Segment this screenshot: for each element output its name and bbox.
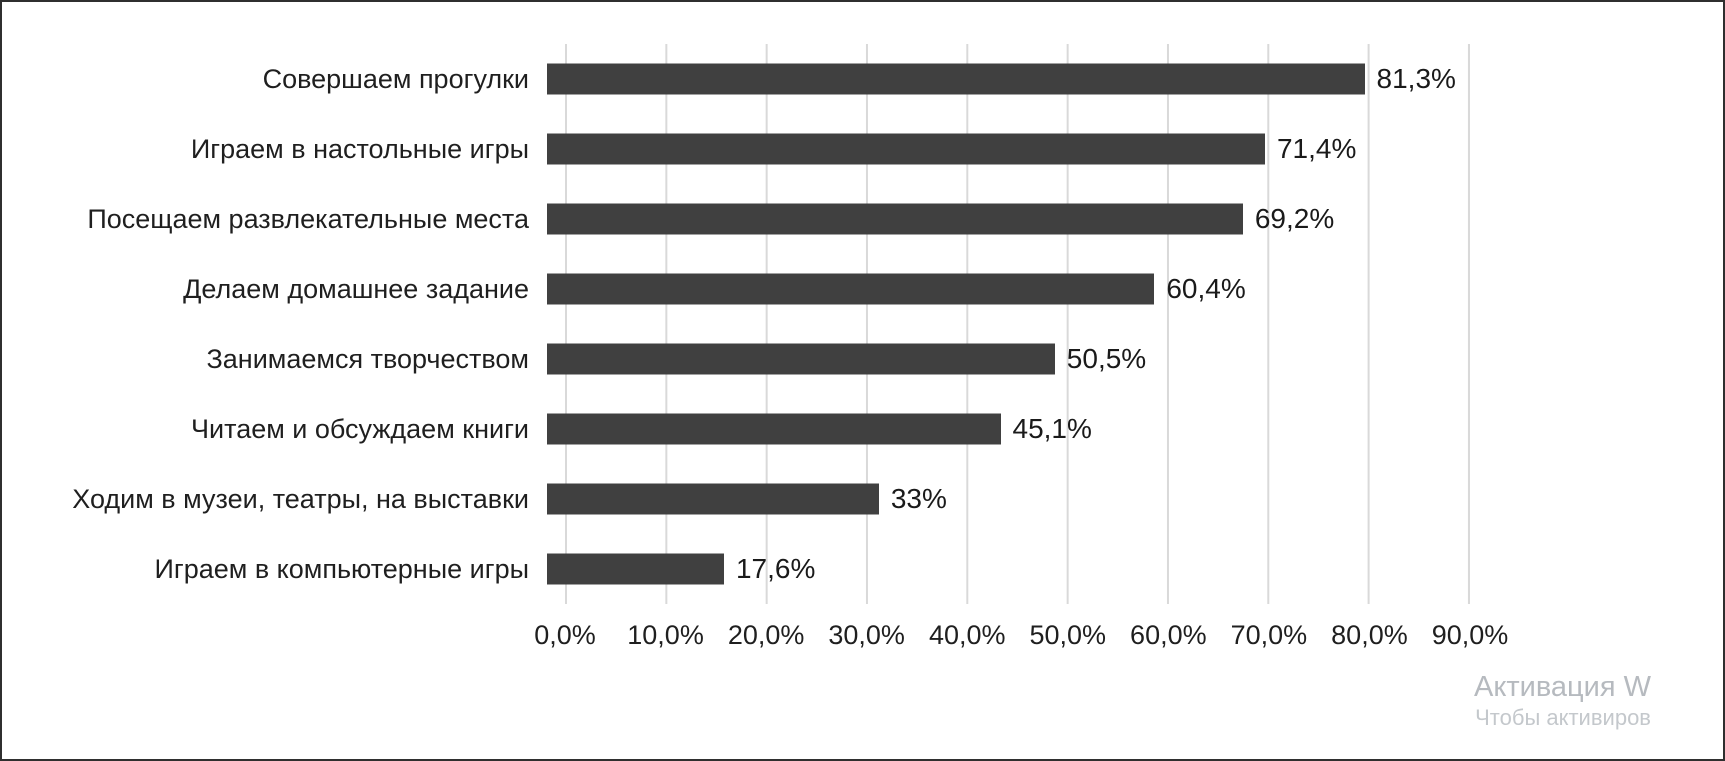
value-label: 33% [890, 483, 947, 514]
x-tick-label: 20,0% [727, 620, 805, 650]
bar-row: Играем в компьютерные игры 17,6% [2, 534, 1723, 604]
x-axis: 0,0% 10,0% 20,0% 30,0% 40,0% 50,0% 60,0% 70,0% 8… [534, 620, 1508, 660]
bar-track: 17,6% [547, 534, 1452, 604]
value-label: 50,5% [1066, 343, 1147, 374]
x-tick-label: 0,0% [534, 620, 596, 650]
category-label: Делаем домашнее задание [183, 273, 529, 304]
x-tick-label: 60,0% [1130, 620, 1207, 650]
category-label: Занимаемся творчеством [206, 343, 529, 374]
value-label: 69,2% [1254, 203, 1335, 234]
bar-row: Посещаем развлекательные места 69,2% [2, 184, 1723, 254]
watermark-line-1: Активация W [1474, 670, 1651, 703]
bar [547, 483, 879, 515]
x-tick-label: 40,0% [928, 620, 1006, 650]
bar-track: 50,5% [547, 324, 1452, 394]
value-label: 81,3% [1376, 63, 1456, 94]
bar-chart: Совершаем прогулки 81,3% Играем в настольн… [2, 44, 1723, 604]
x-tick-label: 70,0% [1230, 620, 1308, 650]
category-label: Читаем и обсуждаем книги [191, 413, 529, 444]
x-tick-label: 80,0% [1331, 620, 1408, 650]
bar [547, 133, 1265, 165]
bar [547, 273, 1155, 305]
value-label: 45,1% [1012, 413, 1092, 444]
value-label: 71,4% [1276, 133, 1357, 164]
bar [547, 63, 1365, 95]
x-tick-label: 10,0% [627, 620, 704, 650]
bar-row: Читаем и обсуждаем книги 45,1% [2, 394, 1723, 464]
bar-track: 60,4% [547, 254, 1452, 324]
bar [547, 343, 1055, 375]
bar-track: 45,1% [547, 394, 1452, 464]
bar-track: 71,4% [547, 114, 1452, 184]
value-label: 60,4% [1166, 273, 1246, 304]
bar-row: Делаем домашнее задание 60,4% [2, 254, 1723, 324]
category-label: Ходим в музеи, театры, на выставки [72, 483, 529, 514]
x-tick-label: 90,0% [1431, 620, 1509, 650]
bar-track: 69,2% [547, 184, 1452, 254]
bar-track: 33% [547, 464, 1452, 534]
watermark-line-2: Чтобы активиров [1475, 704, 1651, 730]
bar [547, 203, 1243, 235]
windows-activation-watermark: Активация W Чтобы активиров [1474, 670, 1651, 731]
bar-row: Ходим в музеи, театры, на выставки 33% [2, 464, 1723, 534]
category-label: Совершаем прогулки [262, 63, 529, 94]
category-label: Играем в компьютерные игры [154, 553, 529, 584]
bar [547, 553, 724, 585]
category-label: Посещаем развлекательные места [87, 203, 529, 234]
bar-row: Играем в настольные игры 71,4% [2, 114, 1723, 184]
bar-track: 81,3% [547, 44, 1456, 114]
x-tick-label: 50,0% [1029, 620, 1107, 650]
bar-row: Занимаемся творчеством 50,5% [2, 324, 1723, 394]
bar [547, 413, 1001, 445]
value-label: 17,6% [735, 553, 816, 584]
bar-row: Совершаем прогулки 81,3% [2, 44, 1723, 114]
x-tick-label: 30,0% [828, 620, 905, 650]
category-label: Играем в настольные игры [190, 133, 529, 164]
